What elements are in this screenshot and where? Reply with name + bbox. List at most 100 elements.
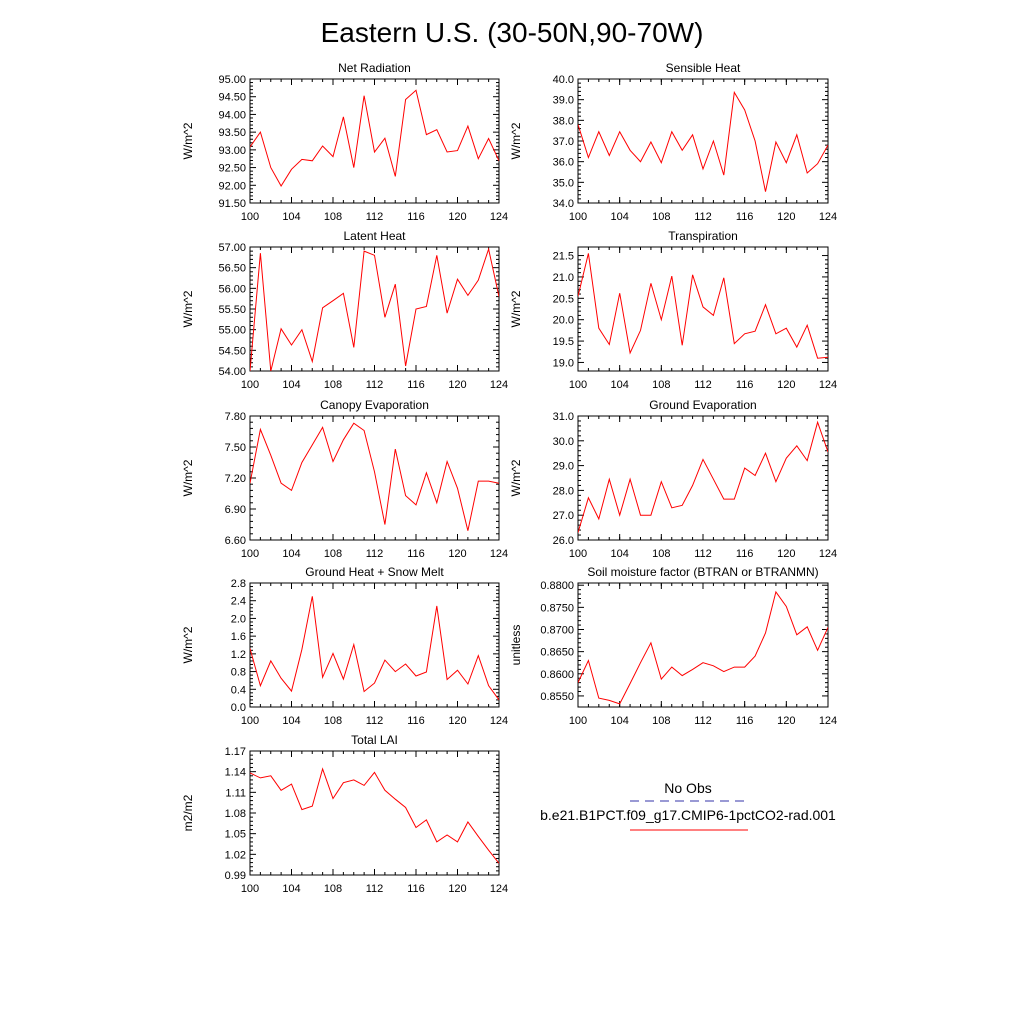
panel-title: Net Radiation	[338, 61, 411, 75]
x-tick-label: 120	[448, 379, 466, 391]
x-tick-label: 112	[366, 211, 384, 223]
series-line	[250, 596, 499, 701]
chart-panel: Canopy Evaporation 100 104 108 112 116 120 124 6…	[181, 398, 508, 560]
x-tick-label: 124	[819, 211, 837, 223]
x-tick-label: 116	[407, 883, 425, 895]
y-tick-label: 0.8550	[540, 691, 574, 703]
y-tick-label: 0.8700	[540, 625, 574, 637]
x-tick-label: 108	[652, 715, 670, 727]
y-tick-label: 35.0	[553, 177, 574, 189]
y-tick-label: 1.2	[231, 649, 246, 661]
y-tick-label: 2.0	[231, 613, 246, 625]
x-tick-label: 112	[694, 548, 712, 560]
chart-panel: Latent Heat 100 104 108 112 116 120 124 54.00 54.…	[181, 229, 508, 391]
y-axis-label: unitless	[509, 625, 523, 666]
legend-obs-label: No Obs	[664, 780, 711, 796]
x-tick-label: 104	[282, 379, 300, 391]
y-tick-label: 7.50	[225, 442, 246, 454]
panel-title: Latent Heat	[343, 229, 406, 243]
chart-panel: Ground Evaporation 100 104 108 112 116 120 124 2…	[509, 398, 837, 560]
y-tick-label: 30.0	[553, 436, 574, 448]
y-tick-label: 92.50	[218, 163, 246, 175]
y-axis-label: W/m^2	[509, 122, 523, 159]
y-tick-label: 1.08	[225, 808, 246, 820]
x-tick-label: 120	[777, 715, 795, 727]
y-axis-label: W/m^2	[509, 459, 523, 496]
series-line	[578, 253, 828, 359]
y-tick-label: 55.00	[218, 325, 246, 337]
y-tick-label: 27.0	[553, 510, 574, 522]
x-tick-label: 124	[490, 211, 508, 223]
panel-title: Ground Evaporation	[649, 398, 756, 412]
x-tick-label: 116	[407, 548, 425, 560]
x-tick-label: 100	[569, 379, 587, 391]
y-tick-label: 56.50	[218, 263, 246, 275]
x-tick-label: 108	[324, 211, 342, 223]
y-tick-label: 54.00	[218, 366, 246, 378]
y-tick-label: 0.8750	[540, 602, 574, 614]
x-tick-label: 100	[241, 548, 259, 560]
series-line	[250, 767, 499, 864]
y-axis-label: W/m^2	[181, 459, 195, 496]
plot-frame	[249, 750, 500, 876]
plot-frame	[577, 246, 829, 372]
series-line	[578, 90, 828, 192]
y-tick-label: 1.05	[225, 829, 246, 841]
y-tick-label: 6.90	[225, 504, 246, 516]
x-tick-label: 104	[610, 548, 628, 560]
y-tick-label: 54.50	[218, 345, 246, 357]
y-tick-label: 1.6	[231, 631, 246, 643]
x-tick-label: 124	[819, 548, 837, 560]
y-tick-label: 29.0	[553, 461, 574, 473]
x-tick-label: 120	[448, 548, 466, 560]
x-tick-label: 116	[736, 715, 754, 727]
y-tick-label: 36.0	[553, 157, 574, 169]
x-tick-label: 104	[610, 379, 628, 391]
panel-title: Ground Heat + Snow Melt	[305, 565, 444, 579]
x-tick-label: 108	[652, 211, 670, 223]
legend-model-label: b.e21.B1PCT.f09_g17.CMIP6-1pctCO2-rad.00…	[540, 807, 836, 823]
x-tick-label: 120	[448, 715, 466, 727]
x-tick-label: 116	[736, 211, 754, 223]
y-tick-label: 57.00	[218, 242, 246, 254]
figure-title: Eastern U.S. (30-50N,90-70W)	[321, 17, 704, 48]
x-tick-label: 108	[324, 379, 342, 391]
y-tick-label: 26.0	[553, 535, 574, 547]
x-tick-label: 100	[569, 548, 587, 560]
x-tick-label: 124	[490, 379, 508, 391]
y-tick-label: 40.0	[553, 74, 574, 86]
panel-title: Transpiration	[668, 229, 738, 243]
chart-panel: Net Radiation 100 104 108 112 116 120 124 91.50 9…	[181, 61, 508, 223]
y-tick-label: 91.50	[218, 198, 246, 210]
y-axis-label: W/m^2	[509, 290, 523, 327]
x-tick-label: 116	[736, 379, 754, 391]
panels-group: Net Radiation 100 104 108 112 116 120 124 91.50 9…	[181, 61, 837, 895]
x-tick-label: 120	[777, 548, 795, 560]
x-tick-label: 120	[448, 211, 466, 223]
x-tick-label: 108	[324, 715, 342, 727]
y-tick-label: 95.00	[218, 74, 246, 86]
x-tick-label: 108	[652, 379, 670, 391]
x-tick-label: 108	[324, 548, 342, 560]
x-tick-label: 104	[610, 211, 628, 223]
chart-panel: Ground Heat + Snow Melt 100 104 108 112 116 12…	[181, 565, 508, 727]
y-tick-label: 37.0	[553, 136, 574, 148]
y-tick-label: 94.50	[218, 92, 246, 104]
y-tick-label: 0.4	[231, 684, 246, 696]
y-tick-label: 0.99	[225, 870, 246, 882]
y-tick-label: 21.5	[553, 251, 574, 263]
chart-panel: Sensible Heat 100 104 108 112 116 120 124 34.0 35…	[509, 61, 837, 223]
series-line	[250, 247, 499, 371]
plot-frame	[249, 415, 500, 541]
x-tick-label: 112	[366, 883, 384, 895]
series-line	[578, 420, 828, 533]
panel-title: Sensible Heat	[666, 61, 741, 75]
y-axis-label: W/m^2	[181, 122, 195, 159]
y-axis-label: m2/m2	[181, 794, 195, 831]
x-tick-label: 116	[736, 548, 754, 560]
y-tick-label: 1.14	[225, 767, 246, 779]
y-tick-label: 7.20	[225, 473, 246, 485]
y-tick-label: 0.8	[231, 667, 246, 679]
y-tick-label: 0.8650	[540, 647, 574, 659]
y-axis-label: W/m^2	[181, 290, 195, 327]
